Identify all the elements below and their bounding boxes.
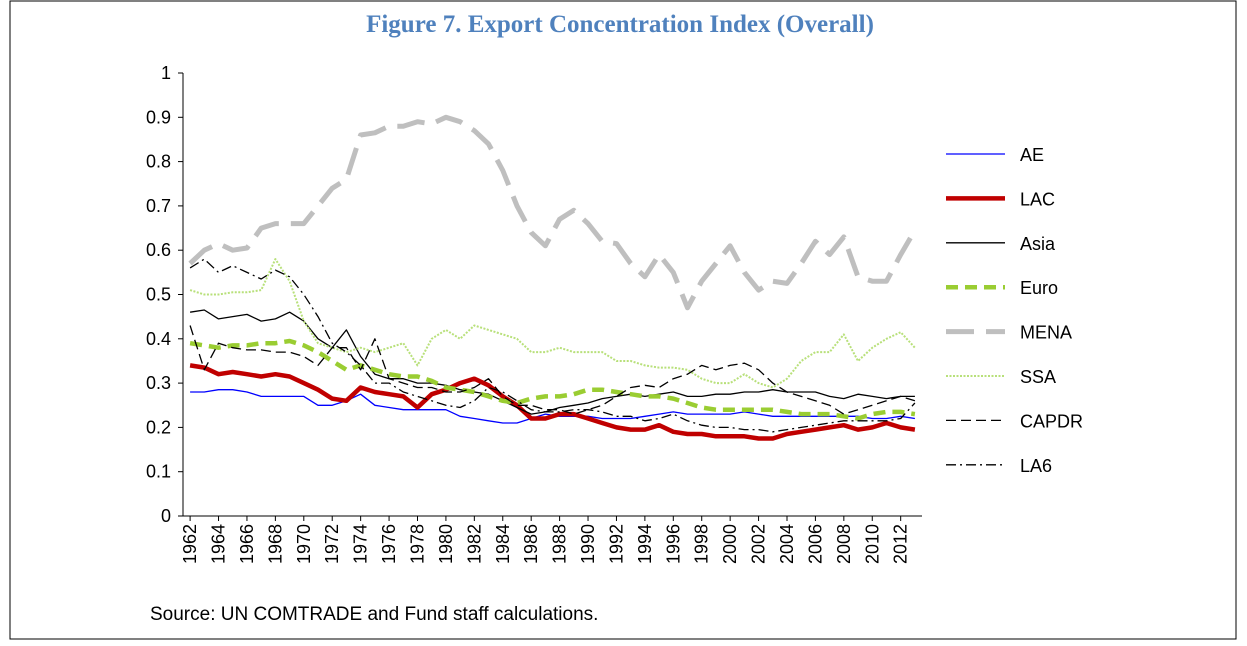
x-tick-label: 1962: [180, 524, 200, 564]
legend-label: LA6: [1020, 456, 1052, 476]
x-tick-label: 1986: [521, 524, 541, 564]
series-line: [189, 258, 916, 433]
legend-label: CAPDR: [1020, 411, 1083, 431]
legend-label: SSA: [1020, 367, 1056, 387]
y-tick-label: 0.1: [146, 462, 171, 482]
series-line: [190, 309, 915, 415]
x-tick-label: 1970: [294, 524, 314, 564]
legend-label: AE: [1020, 145, 1044, 165]
x-tick-label: 1972: [322, 524, 342, 564]
y-tick-label: 0.5: [146, 285, 171, 305]
x-tick-label: 2012: [891, 524, 911, 564]
series-line: [189, 338, 916, 421]
x-tick-label: 1988: [550, 524, 570, 564]
x-tick-label: 1990: [578, 524, 598, 564]
y-tick-label: 0.8: [146, 152, 171, 172]
y-tick-label: 1: [161, 63, 171, 83]
x-tick-label: 1976: [379, 524, 399, 564]
x-tick-label: 1998: [692, 524, 712, 564]
legend-label: Euro: [1020, 278, 1058, 298]
x-tick-label: 1992: [606, 524, 626, 564]
x-tick-label: 1968: [265, 524, 285, 564]
series-line: [189, 325, 916, 415]
x-tick-label: 2008: [834, 524, 854, 564]
frame: [9, 0, 1237, 640]
y-tick-label: 0.7: [146, 196, 171, 216]
y-tick-label: 0.2: [146, 417, 171, 437]
x-tick-label: 2006: [805, 524, 825, 564]
x-tick-label: 1994: [635, 524, 655, 564]
chart-title: Figure 7. Export Concentration Index (Ov…: [366, 11, 874, 38]
x-tick-label: 1996: [663, 524, 683, 564]
source-note: Source: UN COMTRADE and Fund staff calcu…: [150, 604, 598, 625]
series-line: [189, 363, 916, 441]
series-line: [188, 114, 918, 311]
x-tick-label: 1978: [407, 524, 427, 564]
x-tick-label: 1974: [351, 524, 371, 564]
x-tick-label: 1982: [464, 524, 484, 564]
x-tick-label: 2000: [720, 524, 740, 564]
x-tick-label: 2002: [749, 524, 769, 564]
y-tick-label: 0.9: [146, 107, 171, 127]
y-tick-label: 0.3: [146, 373, 171, 393]
series-line: [189, 258, 916, 389]
y-tick-label: 0.4: [146, 329, 171, 349]
y-tick-label: 0.6: [146, 240, 171, 260]
legend-label: MENA: [1020, 323, 1072, 343]
x-tick-label: 2004: [777, 524, 797, 564]
y-tick-label: 0: [161, 506, 171, 526]
x-tick-label: 1980: [436, 524, 456, 564]
x-tick-label: 1966: [237, 524, 257, 564]
x-tick-label: 1964: [209, 524, 229, 564]
legend-label: LAC: [1020, 189, 1055, 209]
legend-label: Asia: [1020, 234, 1056, 254]
x-tick-label: 1984: [493, 524, 513, 564]
x-tick-label: 2010: [862, 524, 882, 564]
